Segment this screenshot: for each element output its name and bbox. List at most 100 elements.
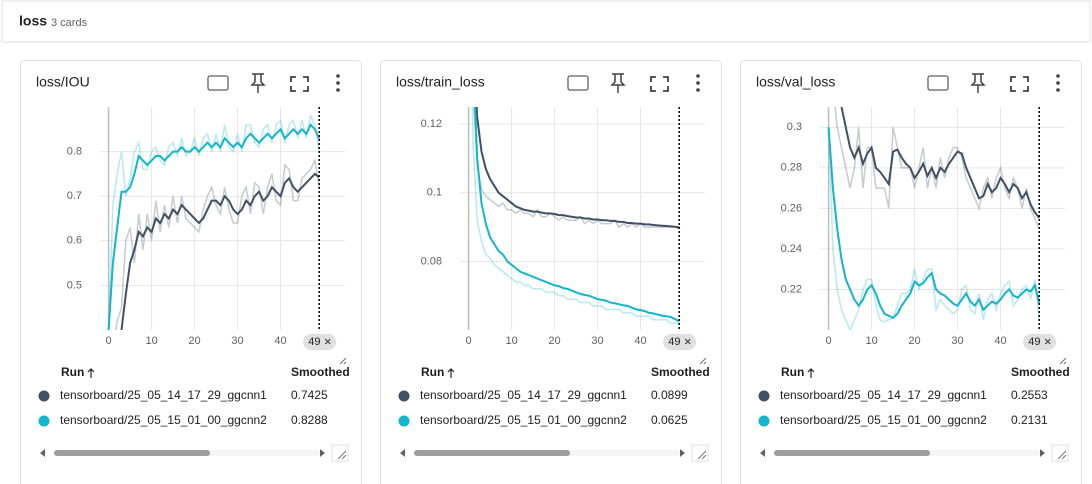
fullscreen-icon[interactable] — [1010, 76, 1029, 92]
scroll-right[interactable] — [1040, 449, 1045, 457]
card-title: loss/val_loss — [756, 74, 835, 90]
close-icon[interactable] — [324, 338, 331, 345]
sort-arrow — [807, 368, 815, 378]
scroll-thumb[interactable] — [414, 450, 570, 456]
resize-handle[interactable] — [697, 450, 707, 460]
scroll-thumb[interactable] — [774, 450, 930, 456]
smoothed-value: 0.2553 — [1011, 388, 1048, 402]
scroll-left[interactable] — [760, 449, 765, 457]
x-tick-label: 0 — [466, 335, 472, 347]
resize-handle[interactable] — [1057, 450, 1067, 460]
fit-icon[interactable] — [927, 75, 949, 91]
run-name: tensorboard/25_05_14_17_29_ggcnn1 — [60, 388, 267, 402]
menu-dot[interactable] — [696, 74, 700, 78]
run-name: tensorboard/25_05_14_17_29_ggcnn1 — [420, 388, 627, 402]
x-tick-label: 40 — [274, 335, 286, 347]
card: loss/val_loss 0.22 0.24 0.26 0.28 0.3 0 10 20 30 4… — [740, 60, 1082, 484]
step-chip[interactable] — [663, 334, 697, 350]
resize-handle[interactable] — [699, 357, 707, 365]
scroll-right[interactable] — [320, 449, 325, 457]
y-tick-label: 0.1 — [427, 187, 442, 199]
pin-icon[interactable] — [250, 73, 266, 93]
y-tick-label: 0.26 — [781, 202, 802, 214]
fit-icon[interactable] — [207, 75, 229, 91]
run-name: tensorboard/25_05_15_01_00_ggcnn2 — [780, 413, 987, 427]
run-name: tensorboard/25_05_14_17_29_ggcnn1 — [780, 388, 987, 402]
pin-icon[interactable] — [610, 73, 626, 93]
pin-icon[interactable] — [970, 73, 986, 93]
column-header[interactable]: Run — [61, 365, 84, 379]
step-chip[interactable] — [1023, 334, 1057, 350]
menu-dot[interactable] — [1056, 74, 1060, 78]
menu-dot[interactable] — [336, 88, 340, 92]
legend-swatch — [398, 390, 410, 402]
x-tick-label: 20 — [188, 335, 200, 347]
resize-handle[interactable] — [339, 357, 347, 365]
x-tick-label: 40 — [994, 335, 1006, 347]
x-tick-label: 30 — [951, 335, 963, 347]
step-label: 49 — [1028, 336, 1040, 348]
smoothed-line — [474, 107, 680, 323]
raw-line — [473, 107, 680, 230]
raw-line — [827, 127, 1040, 330]
card-frame — [740, 60, 1082, 484]
resize-box — [691, 444, 709, 462]
column-header[interactable]: Smoothed — [291, 365, 350, 379]
y-tick-label: 0.7 — [67, 190, 82, 202]
resize-handle[interactable] — [1059, 357, 1067, 365]
plot-area — [107, 113, 321, 330]
x-tick-label: 10 — [865, 335, 877, 347]
close-icon[interactable] — [684, 338, 691, 345]
step-label: 49 — [308, 336, 320, 348]
step-chip[interactable] — [303, 334, 337, 350]
fit-icon[interactable] — [567, 75, 589, 91]
menu-dot[interactable] — [336, 81, 340, 85]
x-tick-label: 20 — [548, 335, 560, 347]
step-label: 49 — [668, 336, 680, 348]
card-count: 3 cards — [51, 17, 88, 29]
y-tick-label: 0.5 — [67, 279, 82, 291]
smoothed-line — [840, 107, 1040, 219]
plot-area — [827, 107, 1041, 330]
menu-dot[interactable] — [696, 88, 700, 92]
legend-swatch — [38, 415, 50, 427]
fullscreen-icon[interactable] — [650, 76, 669, 92]
card-frame — [380, 60, 722, 484]
menu-dot[interactable] — [696, 81, 700, 85]
run-table: Run Smoothed tensorboard/25_05_14_17_29_gg… — [758, 365, 1070, 427]
column-header[interactable]: Smoothed — [651, 365, 710, 379]
x-tick-label: 20 — [908, 335, 920, 347]
section-title[interactable]: loss — [19, 13, 47, 29]
smoothed-value: 0.0625 — [651, 413, 688, 427]
menu-dot[interactable] — [336, 74, 340, 78]
resize-box — [331, 444, 349, 462]
smoothed-line — [120, 172, 320, 330]
y-tick-label: 0.22 — [781, 283, 802, 295]
column-header[interactable]: Smoothed — [1011, 365, 1070, 379]
run-name: tensorboard/25_05_15_01_00_ggcnn2 — [60, 413, 267, 427]
card-title: loss/train_loss — [396, 74, 485, 90]
menu-dot[interactable] — [1056, 88, 1060, 92]
legend-swatch — [758, 415, 770, 427]
menu-dot[interactable] — [1056, 81, 1060, 85]
smoothed-line — [107, 123, 321, 330]
x-tick-label: 10 — [505, 335, 517, 347]
scroll-right[interactable] — [680, 449, 685, 457]
fullscreen-icon[interactable] — [290, 76, 309, 92]
raw-line — [114, 158, 320, 330]
scroll-left[interactable] — [40, 449, 45, 457]
legend-swatch — [758, 390, 770, 402]
card-title: loss/IOU — [36, 74, 90, 90]
column-header[interactable]: Run — [421, 365, 444, 379]
scroll-thumb[interactable] — [54, 450, 210, 456]
smoothed-line — [475, 107, 680, 229]
column-header[interactable]: Run — [781, 365, 804, 379]
scroll-left[interactable] — [400, 449, 405, 457]
smoothed-value: 0.7425 — [291, 388, 328, 402]
close-icon[interactable] — [1044, 338, 1051, 345]
smoothed-value: 0.0899 — [651, 388, 688, 402]
x-tick-label: 30 — [591, 335, 603, 347]
resize-handle[interactable] — [337, 450, 347, 460]
